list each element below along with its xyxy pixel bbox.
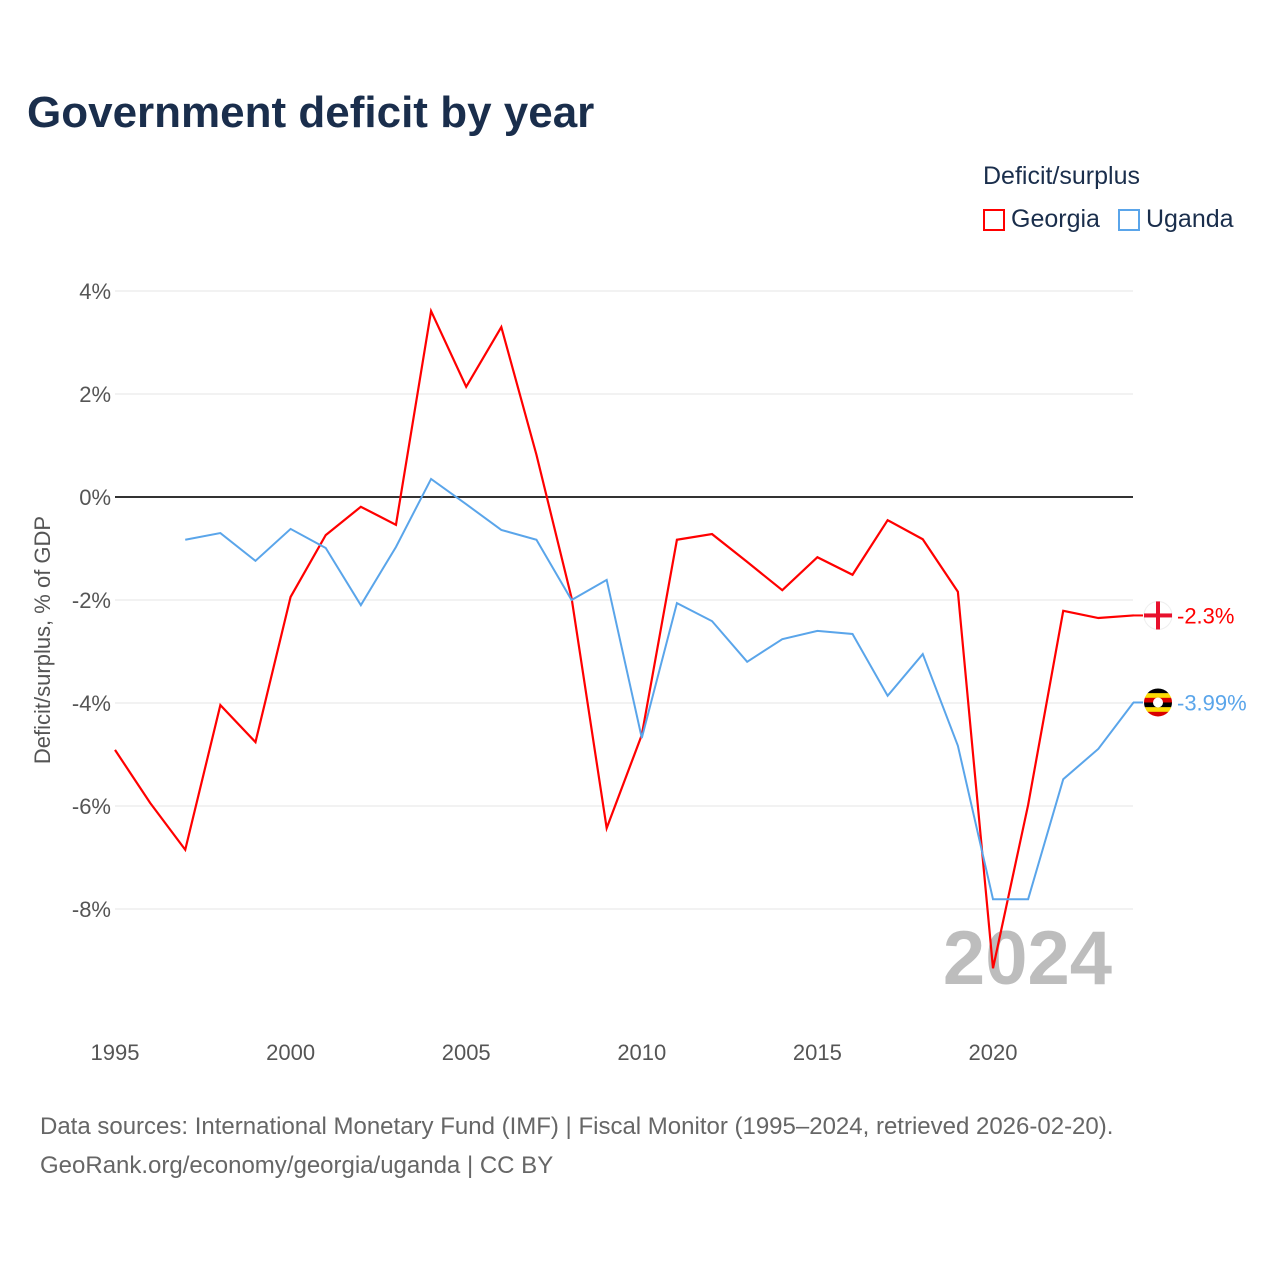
legend-label: Georgia <box>1011 205 1100 233</box>
x-tick-label: 2010 <box>617 1040 666 1065</box>
y-tick-label: -6% <box>72 794 111 819</box>
series-line-georgia <box>114 307 1134 969</box>
y-tick-label: -2% <box>72 588 111 613</box>
x-tick-label: 2020 <box>969 1040 1018 1065</box>
year-watermark: 2024 <box>943 916 1112 1001</box>
source-line-1: Data sources: International Monetary Fun… <box>40 1113 1114 1140</box>
uganda-flag-stripe <box>1144 711 1172 717</box>
legend-item-georgia[interactable]: Georgia <box>983 205 1100 234</box>
y-tick-label: -4% <box>72 691 111 716</box>
x-tick-label: 2015 <box>793 1040 842 1065</box>
legend-label: Uganda <box>1145 205 1234 233</box>
uganda-flag-stripe <box>1144 688 1172 694</box>
legend: Georgia Uganda <box>983 205 1234 234</box>
chart-title: Government deficit by year <box>27 88 595 137</box>
end-value-label: -2.3% <box>1177 603 1234 628</box>
legend-swatch-georgia <box>983 208 1005 231</box>
y-axis-label: Deficit/surplus, % of GDP <box>30 516 55 764</box>
y-tick-label: 0% <box>79 485 111 510</box>
x-tick-label: 2000 <box>266 1040 315 1065</box>
legend-swatch-uganda <box>1117 208 1140 231</box>
x-tick-label: 2005 <box>442 1040 491 1065</box>
y-tick-label: 4% <box>79 279 111 304</box>
source-note: Data sources: International Monetary Fun… <box>40 1107 1113 1185</box>
uganda-flag-icon <box>1153 697 1163 708</box>
end-value-label: -3.99% <box>1177 690 1247 715</box>
legend-item-uganda[interactable]: Uganda <box>1117 205 1234 234</box>
uganda-flag-stripe <box>1144 693 1172 699</box>
y-tick-label: 2% <box>79 382 111 407</box>
y-tick-label: -8% <box>72 897 111 922</box>
legend-title: Deficit/surplus <box>983 162 1140 190</box>
series-line-uganda <box>185 477 1135 901</box>
x-tick-label: 1995 <box>91 1040 140 1065</box>
uganda-flag-stripe <box>1144 707 1172 713</box>
source-line-2[interactable]: GeoRank.org/economy/georgia/uganda | CC … <box>40 1152 554 1179</box>
georgia-flag-cross-v <box>1156 601 1160 630</box>
